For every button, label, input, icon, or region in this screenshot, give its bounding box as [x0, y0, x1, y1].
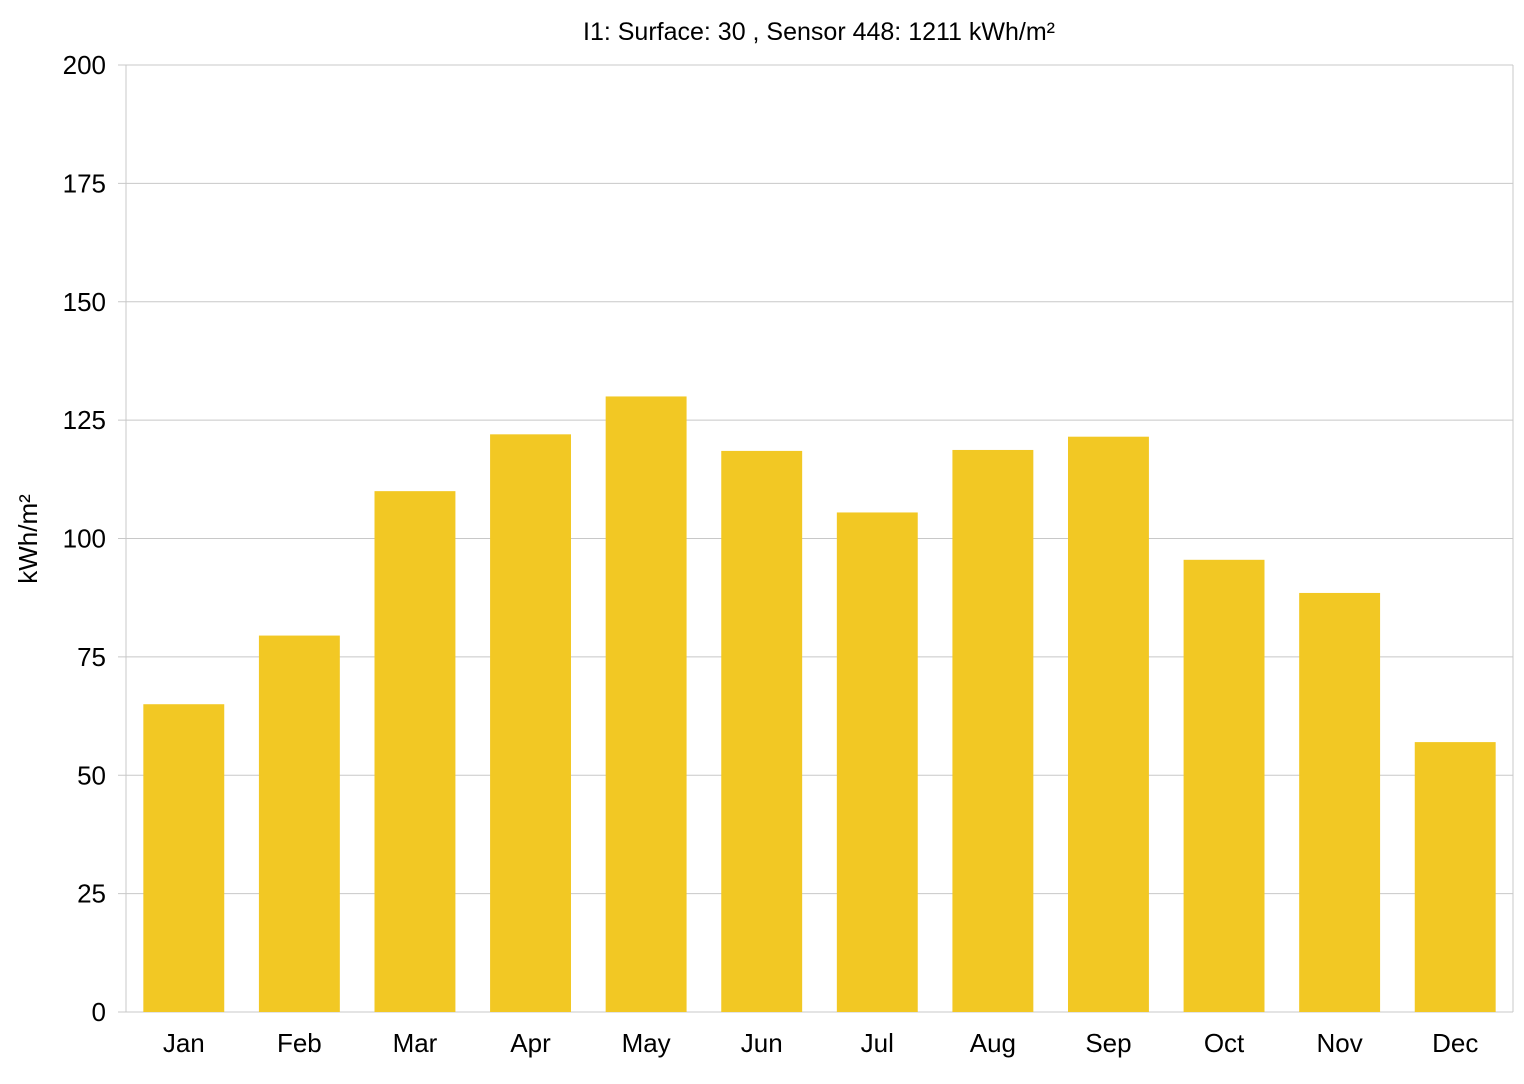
y-axis-label: kWh/m² — [13, 494, 43, 584]
x-tick-label: Oct — [1204, 1028, 1245, 1058]
bar-nov — [1299, 592, 1381, 1012]
x-tick-label: Jul — [861, 1028, 894, 1058]
bar-jan — [143, 704, 225, 1012]
bars — [143, 396, 1496, 1013]
bar-dec — [1414, 742, 1496, 1012]
y-axis-ticks: 0 25 50 75 100 125 150 175 200 — [63, 50, 106, 1027]
bar-sep — [1068, 436, 1149, 1012]
y-tick-label: 75 — [77, 642, 106, 672]
chart-title: I1: Surface: 30 , Sensor 448: 1211 kWh/m… — [583, 18, 1055, 46]
x-tick-label: Feb — [277, 1028, 322, 1058]
y-tick-label: 125 — [63, 405, 106, 435]
x-tick-label: Sep — [1085, 1028, 1131, 1058]
x-tick-label: Jan — [163, 1028, 205, 1058]
bar-aug — [952, 449, 1034, 1012]
bar-apr — [490, 434, 571, 1013]
bar-mar — [374, 491, 456, 1012]
bar-jun — [721, 450, 803, 1013]
y-tick-label: 0 — [92, 997, 106, 1027]
x-tick-label: Apr — [510, 1028, 551, 1058]
x-tick-label: Dec — [1432, 1028, 1478, 1058]
gridlines — [118, 64, 1514, 1013]
x-tick-label: May — [622, 1028, 671, 1058]
y-tick-label: 175 — [63, 168, 106, 198]
x-tick-label: Nov — [1317, 1028, 1363, 1058]
bar-may — [605, 396, 687, 1012]
y-tick-label: 100 — [63, 524, 106, 554]
y-tick-label: 25 — [77, 879, 106, 909]
x-tick-label: Aug — [970, 1028, 1016, 1058]
bar-jul — [836, 512, 918, 1012]
y-tick-label: 200 — [63, 50, 106, 80]
bar-feb — [258, 635, 340, 1012]
bar-oct — [1183, 559, 1265, 1012]
y-tick-label: 50 — [77, 760, 106, 790]
x-tick-label: Jun — [741, 1028, 783, 1058]
x-tick-label: Mar — [393, 1028, 438, 1058]
x-axis-ticks: Jan Feb Mar Apr May Jun Jul Aug Sep Oct Nov Dec — [163, 1028, 1479, 1058]
y-tick-label: 150 — [63, 287, 106, 317]
